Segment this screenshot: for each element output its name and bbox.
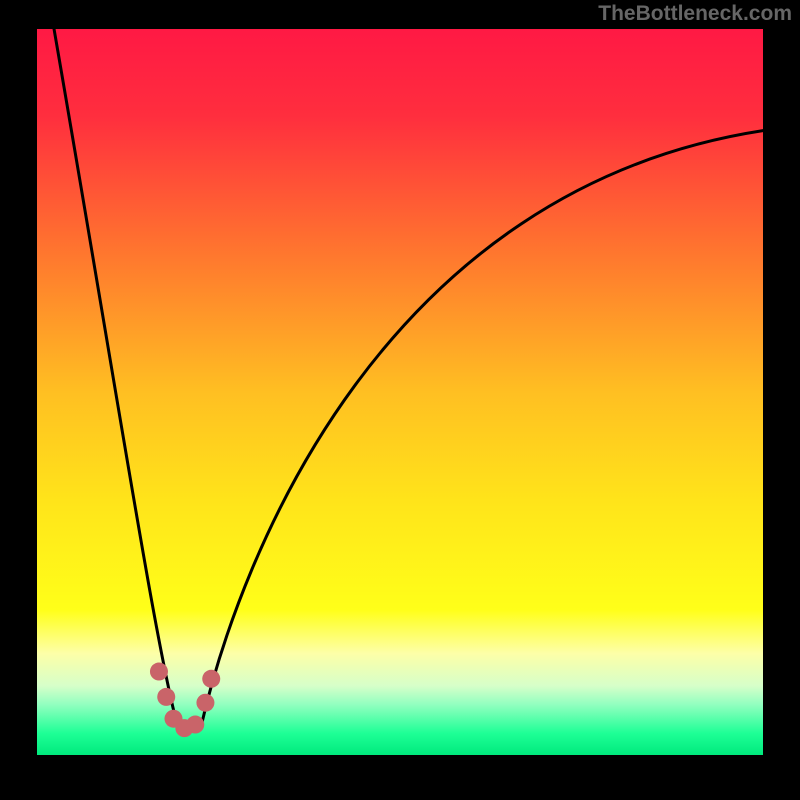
data-marker xyxy=(202,670,220,688)
data-marker xyxy=(196,694,214,712)
data-marker xyxy=(150,663,168,681)
gradient-bg xyxy=(37,29,763,755)
bottleneck-chart xyxy=(0,0,800,800)
chart-frame: TheBottleneck.com xyxy=(0,0,800,800)
data-marker xyxy=(157,688,175,706)
watermark-text: TheBottleneck.com xyxy=(598,2,792,26)
data-marker xyxy=(186,716,204,734)
